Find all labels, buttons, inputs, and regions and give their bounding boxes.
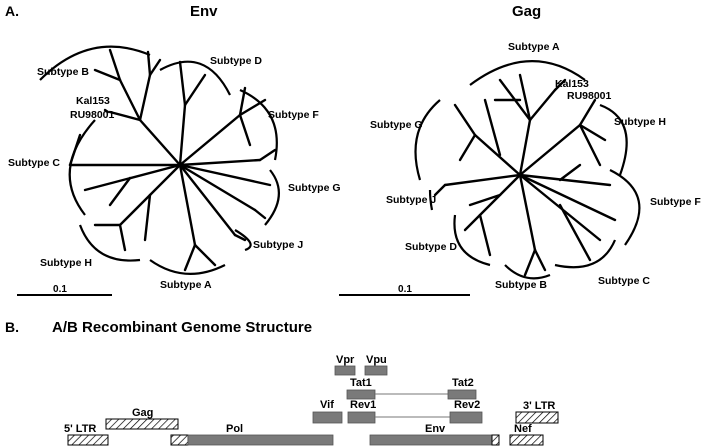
env-label-subtype-j: Subtype J bbox=[253, 239, 303, 251]
gene-tat1 bbox=[346, 389, 376, 400]
gene-vif bbox=[312, 411, 343, 424]
gene-label-env: Env bbox=[425, 423, 446, 435]
gene-env bbox=[369, 434, 493, 446]
gene-pol bbox=[187, 434, 334, 446]
gene-label-3-ltr: 3' LTR bbox=[523, 400, 555, 412]
gag-label-subtype-d: Subtype D bbox=[405, 241, 457, 253]
panel-b-label: B. bbox=[5, 319, 19, 335]
gene-label-vif: Vif bbox=[320, 399, 334, 411]
gag-label-subtype-j: Subtype J bbox=[386, 194, 436, 206]
gag-arc-subtype-f bbox=[609, 169, 641, 246]
gag-label-subtype-f: Subtype F bbox=[650, 196, 701, 208]
gene-label-rev2: Rev2 bbox=[454, 399, 480, 411]
gene-3-ltr bbox=[515, 411, 559, 424]
gene-label-pol: Pol bbox=[226, 423, 243, 435]
gene-label-rev1: Rev1 bbox=[350, 399, 376, 411]
gag-label-subtype-b: Subtype B bbox=[495, 279, 547, 291]
env-scale-label: 0.1 bbox=[53, 284, 67, 295]
panel-a-label: A. bbox=[5, 3, 19, 19]
gene-env-hatched bbox=[491, 434, 500, 446]
env-tree-title: Env bbox=[190, 3, 218, 20]
env-arc-subtype-d bbox=[159, 60, 231, 96]
gene-label-tat2: Tat2 bbox=[452, 377, 474, 389]
gag-arc-subtype-j bbox=[428, 189, 434, 211]
gag-arc-subtype-a bbox=[469, 60, 586, 86]
gene-label-gag: Gag bbox=[132, 407, 153, 419]
gag-tree: Subtype A Subtype G Subtype H Subtype J … bbox=[339, 41, 701, 296]
gag-label-subtype-h: Subtype H bbox=[614, 116, 666, 128]
env-arc-subtype-g bbox=[264, 169, 280, 226]
env-label-isolate-kal153: Kal153 bbox=[76, 95, 110, 107]
gene-label-vpu: Vpu bbox=[366, 354, 387, 366]
gene-tat2 bbox=[447, 389, 477, 400]
gag-tree-title: Gag bbox=[512, 3, 541, 20]
gag-label-subtype-g: Subtype G bbox=[370, 119, 423, 131]
gene-vpr bbox=[334, 365, 356, 376]
env-arc-subtype-h bbox=[78, 224, 141, 262]
env-label-isolate-ru98001: RU98001 bbox=[70, 109, 115, 121]
gene-label-5-ltr: 5' LTR bbox=[64, 423, 96, 435]
panel-b-title: A/B Recombinant Genome Structure bbox=[52, 319, 312, 336]
env-label-subtype-c: Subtype C bbox=[8, 157, 60, 169]
genome-map: Vpr Vpu Tat1 Tat2 Vif Rev1 Rev2 3' LTR G… bbox=[64, 354, 559, 446]
env-branches bbox=[68, 48, 277, 272]
env-arc-subtype-a bbox=[149, 259, 226, 275]
env-tree: Subtype B Subtype D Subtype F Subtype C … bbox=[8, 45, 341, 296]
env-arc-subtype-f bbox=[239, 88, 278, 161]
gene-nef bbox=[509, 434, 544, 446]
gag-scale-label: 0.1 bbox=[398, 284, 412, 295]
gene-label-tat1: Tat1 bbox=[350, 377, 372, 389]
gene-rev1 bbox=[347, 411, 376, 424]
gene-5-ltr bbox=[67, 434, 109, 446]
gag-arc-subtype-g bbox=[414, 99, 441, 181]
env-arc-subtype-b bbox=[39, 45, 151, 81]
gene-pol-hatched bbox=[170, 434, 189, 446]
gag-arc-subtype-d bbox=[453, 214, 491, 267]
env-arc-subtype-j bbox=[234, 229, 252, 252]
env-label-subtype-g: Subtype G bbox=[288, 182, 341, 194]
gag-label-isolate-ru98001: RU98001 bbox=[567, 90, 612, 102]
env-arc-subtype-c bbox=[68, 119, 96, 216]
gag-label-isolate-kal153: Kal153 bbox=[555, 78, 589, 90]
env-label-subtype-h: Subtype H bbox=[40, 257, 92, 269]
gene-rev2 bbox=[449, 411, 483, 424]
gag-label-subtype-c: Subtype C bbox=[598, 275, 650, 287]
env-label-subtype-d: Subtype D bbox=[210, 55, 262, 67]
gag-arc-subtype-b bbox=[504, 264, 551, 280]
gene-label-nef: Nef bbox=[514, 423, 532, 435]
env-label-subtype-f: Subtype F bbox=[268, 109, 319, 121]
gag-branches bbox=[433, 73, 617, 277]
gag-arc-subtype-h bbox=[599, 103, 628, 176]
gene-label-vpr: Vpr bbox=[336, 354, 355, 366]
gag-arc-subtype-c bbox=[554, 239, 617, 269]
env-label-subtype-a: Subtype A bbox=[160, 279, 212, 291]
gag-label-subtype-a: Subtype A bbox=[508, 41, 560, 53]
gene-vpu bbox=[364, 365, 388, 376]
gene-gag bbox=[105, 418, 179, 430]
env-label-subtype-b: Subtype B bbox=[37, 66, 89, 78]
